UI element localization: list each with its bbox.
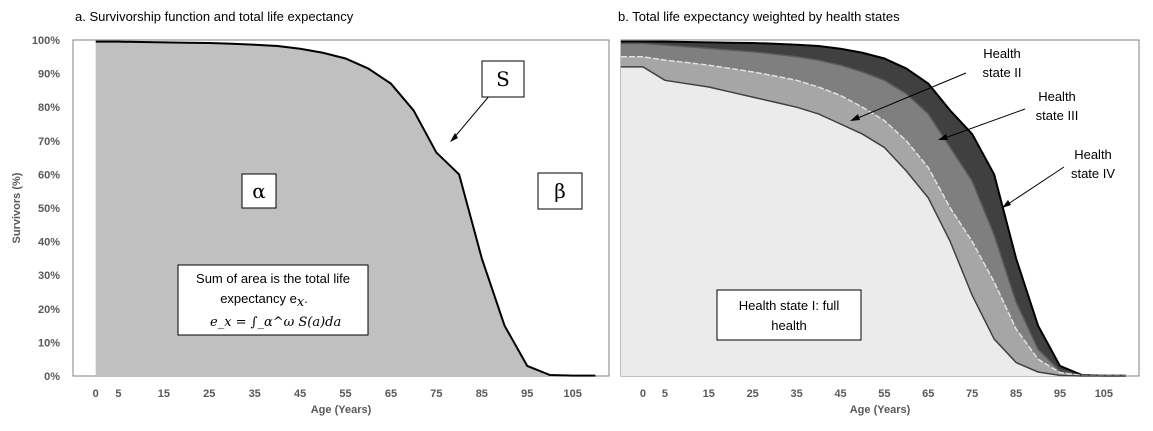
x-tick-label: 0: [93, 388, 99, 400]
life-expectancy-textbox: [177, 264, 369, 336]
y-tick-label: 80%: [38, 102, 60, 114]
y-tick-label: 70%: [38, 136, 60, 148]
s-callout-arrow: [452, 94, 491, 140]
textbox-line-2-text: expectancy e: [220, 291, 297, 306]
health-state-2-label-line-1: Health: [983, 46, 1021, 61]
panel-a-title: a. Survivorship function and total life …: [75, 9, 354, 24]
x-tick-label: 5: [115, 388, 121, 400]
textbox-formula: e_x = ∫_α^ω S(a)da: [210, 315, 341, 330]
health-state-4-arrow: [1004, 166, 1065, 207]
health-state-4-arrowhead: [1002, 200, 1011, 208]
y-tick-label: 50%: [38, 203, 60, 215]
y-tick-label: 30%: [38, 270, 60, 282]
x-tick-label: 105: [1095, 388, 1113, 400]
y-tick-label: 0%: [44, 371, 60, 383]
x-tick-label: 55: [878, 388, 890, 400]
health-state-4-label-line-2: state IV: [1071, 166, 1115, 181]
s-label: S: [496, 67, 510, 91]
x-tick-label: 85: [476, 388, 488, 400]
x-tick-label: 75: [430, 388, 442, 400]
s-label-box: [481, 60, 525, 98]
panel-b-x-axis-label: Age (Years): [850, 404, 911, 416]
s-callout-arrowhead: [450, 133, 458, 142]
health-state-2-arrowhead: [850, 114, 860, 121]
textbox-line-2-subscript: x: [297, 295, 305, 310]
health-state-3-arrowhead: [938, 134, 948, 140]
x-tick-label: 0: [640, 388, 646, 400]
x-tick-label: 35: [790, 388, 802, 400]
textbox-line-2: expectancy ex.: [220, 291, 308, 310]
panel-b-chart: 0 5 15 25 35 45 55 65 75 85 95 105 Age (Years) Heal…: [620, 39, 1140, 416]
health-state-1-label-line-2: health: [771, 318, 806, 333]
y-tick-label: 100%: [32, 35, 60, 47]
alpha-label: α: [252, 179, 266, 203]
x-tick-label: 95: [521, 388, 533, 400]
x-tick-label: 45: [834, 388, 846, 400]
x-tick-label: 85: [1010, 388, 1022, 400]
panel-a-chart: 0% 10% 20% 30% 40% 50% 60% 70% 80% 90% 100% 0 5 15 25…: [11, 35, 610, 416]
health-state-1-box: [716, 289, 862, 341]
x-tick-label: 25: [203, 388, 215, 400]
x-tick-label: 65: [385, 388, 397, 400]
health-state-1-label-line-1: Health state I: full: [739, 298, 840, 313]
x-tick-label: 105: [563, 388, 581, 400]
textbox-line-1: Sum of area is the total life: [196, 271, 350, 286]
x-tick-label: 65: [922, 388, 934, 400]
y-tick-label: 20%: [38, 304, 60, 316]
x-tick-label: 35: [249, 388, 261, 400]
health-state-boundary-3: [621, 42, 1126, 377]
y-tick-label: 10%: [38, 337, 60, 349]
x-tick-label: 15: [703, 388, 715, 400]
panel-a-x-axis-label: Age (Years): [311, 404, 372, 416]
health-state-3-label-line-2: state III: [1036, 108, 1079, 123]
health-state-2-arrow: [852, 72, 967, 121]
x-tick-label: 55: [339, 388, 351, 400]
alpha-label-box: [241, 173, 277, 209]
x-tick-label: 25: [747, 388, 759, 400]
y-tick-label: 90%: [38, 69, 60, 81]
health-state-3-label-line-1: Health: [1038, 89, 1076, 104]
survivorship-curve: [95, 40, 596, 377]
health-state-4-label-line-1: Health: [1074, 147, 1112, 162]
y-tick-label: 60%: [38, 169, 60, 181]
x-tick-label: 45: [294, 388, 306, 400]
health-state-3-arrow: [941, 108, 1026, 140]
beta-label-box: [537, 172, 583, 210]
x-tick-label: 15: [158, 388, 170, 400]
panel-b-title: b. Total life expectancy weighted by hea…: [618, 9, 900, 24]
x-tick-label: 75: [966, 388, 978, 400]
health-state-boundary-1: [621, 66, 1126, 377]
y-tick-label: 40%: [38, 237, 60, 249]
health-state-boundary-2: [621, 56, 1126, 377]
x-tick-label: 5: [662, 388, 668, 400]
health-state-boundary-4: [621, 40, 1126, 377]
panel-a-y-axis-label: Survivors (%): [11, 172, 23, 243]
x-tick-label: 95: [1054, 388, 1066, 400]
beta-label: β: [554, 179, 566, 203]
health-state-2-label-line-2: state II: [982, 65, 1021, 80]
